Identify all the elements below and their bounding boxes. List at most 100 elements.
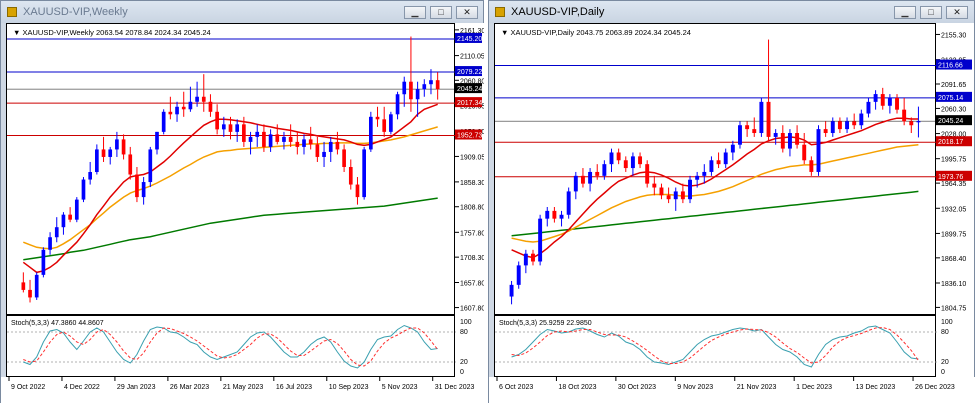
maximize-button[interactable]: □ [920,6,942,19]
candle-body [552,210,557,219]
candle-body [531,253,535,262]
candle-body [766,101,771,137]
candle-body [702,171,707,176]
candle-body [382,119,387,132]
candle-body [295,141,300,147]
candle-body [523,253,528,266]
price-level-tag [455,97,482,108]
x-tick-label: 10 Sep 2023 [329,384,369,391]
y-tick-label: 2060.30 [941,106,966,113]
candle-body [738,125,742,145]
candle-body [580,175,585,184]
candle-body [395,94,400,115]
candle-body [602,164,607,176]
weekly-price-axis: 2161.302110.052060.802010.551959.301909.… [455,23,485,403]
candle-body [28,289,32,298]
candle-body [823,129,828,134]
candle-body [368,116,373,150]
price-level-label: 2145.20 [457,36,482,43]
daily-window-title: XAUUSD-VIP,Daily [511,6,605,18]
stoch-axis-label: 100 [941,319,953,326]
y-tick-label: 1804.75 [941,305,966,312]
candle-body [342,149,346,167]
candle-body [128,154,133,175]
candle-body [773,133,778,137]
daily-stoch-label: Stoch(5,3,3) 25.9259 22.9850 [499,320,592,327]
weekly-time-axis: 9 Oct 2022 4 Dec 2022 29 Jan 2023 26 Mar 20… [1,377,485,403]
daily-chart-info: ▼ XAUUSD-VIP,Daily 2043.75 2063.89 2024.… [501,28,691,37]
weekly-stoch-panel[interactable]: Stoch(5,3,3) 47.3860 44.8607 [6,315,456,377]
candle-body [355,184,360,198]
weekly-price-panel[interactable]: ▼ XAUUSD-VIP,Weekly 2063.54 2078.84 2024… [6,23,456,315]
candle-body [666,195,671,200]
x-tick-label: 26 Mar 2023 [170,384,209,391]
y-tick-label: 1964.35 [941,181,966,188]
candle-body [809,160,814,172]
weekly-title-bar[interactable]: XAUUSD-VIP,Weekly ▁ □ ✕ [1,1,483,23]
candle-body [322,151,326,157]
candle-body [255,131,260,137]
candle-body [235,124,240,132]
candle-body [221,124,226,130]
minimize-button[interactable]: ▁ [404,6,426,19]
stoch-axis-label: 0 [941,369,945,376]
maximize-button[interactable]: □ [430,6,452,19]
candle-body [435,80,440,90]
weekly-chart-window[interactable]: XAUUSD-VIP,Weekly ▁ □ ✕ ▼ XAUUSD-VIP,Wee… [0,0,485,403]
daily-price-panel[interactable]: ▼ XAUUSD-VIP,Daily 2043.75 2063.89 2024.… [494,23,937,315]
candle-body [115,139,119,150]
stoch-main-line [23,324,438,369]
candle-body [422,84,427,90]
candle-body [282,136,286,142]
candle-body [41,249,46,275]
price-level-label: 1973.76 [938,174,963,181]
close-button[interactable]: ✕ [946,6,968,19]
candle-body [375,116,380,120]
candle-body [402,81,407,95]
candle-body [181,106,186,110]
weekly-stoch-chart: Stoch(5,3,3) 47.3860 44.8607 [7,320,456,369]
candle-body [389,114,393,132]
price-level-tag [936,59,972,70]
x-tick-label: 9 Nov 2023 [677,384,713,391]
candle-body [588,171,593,184]
candle-body [362,149,366,198]
candle-body [201,96,206,102]
candle-body [659,187,664,196]
y-tick-label: 1607.80 [460,306,484,313]
candle-body [262,131,266,147]
daily-stoch-panel[interactable]: Stoch(5,3,3) 25.9259 22.9850 [494,315,937,377]
candle-body [538,218,543,262]
candle-body [509,284,514,297]
price-level-tag [936,136,972,147]
candle-body [623,160,628,169]
y-tick-label: 1868.40 [941,256,966,263]
candle-body [121,139,126,155]
price-level-label: 2017.34 [457,100,482,107]
daily-chart-window[interactable]: XAUUSD-VIP,Daily ▁ □ ✕ ▼ XAUUSD-VIP,Dail… [488,0,975,403]
x-tick-label: 1 Dec 2023 [796,384,832,391]
stoch-axis-label: 80 [460,329,468,336]
candle-body [609,152,614,165]
y-tick-label: 1757.80 [460,230,484,237]
y-tick-label: 1708.30 [460,255,484,262]
candle-body [101,149,106,157]
daily-time-axis: 6 Oct 2023 18 Oct 2023 30 Oct 2023 9 Nov 20… [489,377,975,403]
candle-body [242,124,246,142]
weekly-price-chart: ▼ XAUUSD-VIP,Weekly 2063.54 2078.84 2024… [7,28,456,303]
y-tick-label: 1899.75 [941,231,966,238]
candle-body [248,136,253,142]
daily-title-bar[interactable]: XAUUSD-VIP,Daily ▁ □ ✕ [489,1,974,23]
y-tick-label: 2110.05 [460,54,484,61]
candle-body [716,160,721,165]
close-button[interactable]: ✕ [456,6,478,19]
minimize-button[interactable]: ▁ [894,6,916,19]
price-level-label: 1952.73 [457,133,482,140]
candle-body [873,94,878,102]
x-tick-label: 4 Dec 2022 [64,384,100,391]
candle-body [902,109,907,122]
candle-body [752,129,757,134]
candle-body [302,139,306,147]
candle-body [188,101,193,110]
candle-body [141,182,146,198]
